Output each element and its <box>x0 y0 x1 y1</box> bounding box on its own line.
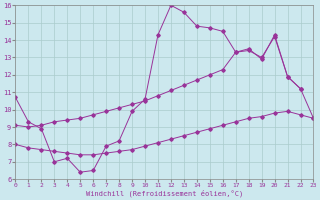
X-axis label: Windchill (Refroidissement éolien,°C): Windchill (Refroidissement éolien,°C) <box>86 190 243 197</box>
